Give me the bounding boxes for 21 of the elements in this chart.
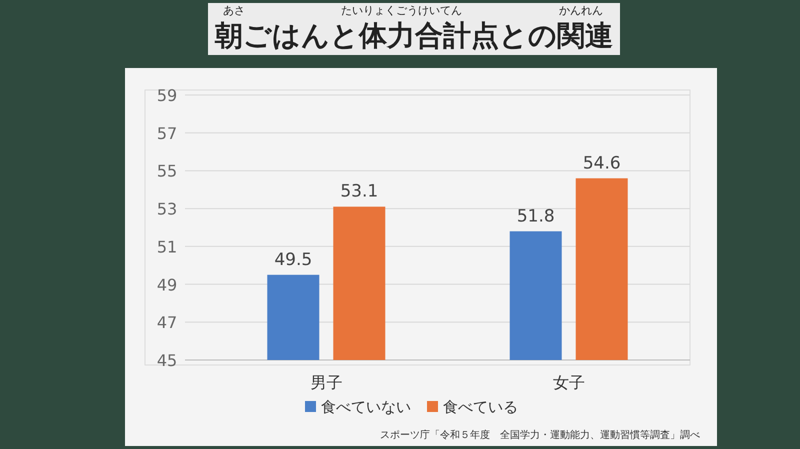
text: スポーツ庁「令和５年度 全国学力・運動能力、運動習慣等調査」調べ xyxy=(380,429,700,441)
text: あさ xyxy=(222,4,245,17)
y-tick-label: 59 xyxy=(156,86,178,105)
y-tick-label: 45 xyxy=(156,351,178,370)
chart-title: 朝ごはんと体力合計点との関連 xyxy=(214,19,613,52)
legend-label: 食べていない xyxy=(321,398,411,416)
x-tick-label: 女子 xyxy=(552,373,585,392)
text: かんれん xyxy=(559,4,604,17)
text: たいりょくごうけいてん xyxy=(341,4,462,17)
data-label: 53.1 xyxy=(340,182,378,202)
y-tick-label: 51 xyxy=(156,237,178,256)
y-tick-label: 47 xyxy=(156,313,178,332)
y-tick-label: 53 xyxy=(156,200,178,219)
y-tick-label: 55 xyxy=(156,162,178,181)
x-tick-label: 男子 xyxy=(310,373,342,392)
legend-label: 食べている xyxy=(443,398,518,416)
data-label: 49.5 xyxy=(274,250,312,270)
data-label: 51.8 xyxy=(516,206,555,226)
y-tick-label: 57 xyxy=(156,124,178,143)
data-label: 54.6 xyxy=(582,153,621,174)
y-tick-label: 49 xyxy=(156,275,178,294)
